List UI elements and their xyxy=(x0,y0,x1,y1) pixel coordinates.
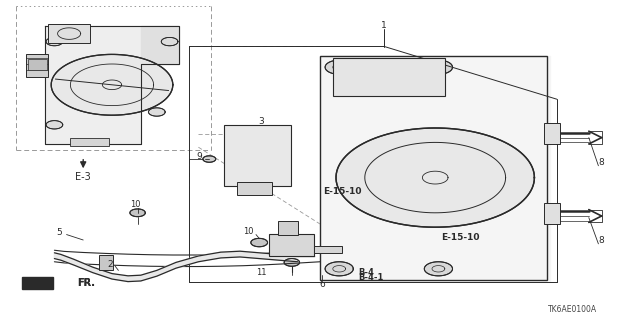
Polygon shape xyxy=(22,277,53,289)
Text: B-4: B-4 xyxy=(358,268,374,277)
Polygon shape xyxy=(61,254,74,265)
Polygon shape xyxy=(284,259,300,266)
Polygon shape xyxy=(161,37,178,46)
Polygon shape xyxy=(230,141,288,170)
Text: 10: 10 xyxy=(243,227,253,236)
Polygon shape xyxy=(130,209,145,217)
Polygon shape xyxy=(141,26,179,64)
Bar xyxy=(26,54,48,77)
Text: 1: 1 xyxy=(381,21,387,30)
Polygon shape xyxy=(157,262,176,276)
Bar xyxy=(544,203,560,224)
Text: 3: 3 xyxy=(259,117,264,126)
Polygon shape xyxy=(176,256,198,268)
Polygon shape xyxy=(336,128,534,227)
Text: FR.: FR. xyxy=(77,278,95,288)
Polygon shape xyxy=(26,13,198,147)
Polygon shape xyxy=(45,26,179,144)
Polygon shape xyxy=(46,37,63,46)
Polygon shape xyxy=(325,262,353,276)
Bar xyxy=(544,123,560,144)
Bar xyxy=(99,255,113,270)
Polygon shape xyxy=(54,253,61,260)
Text: E-15-10: E-15-10 xyxy=(323,187,362,196)
Text: 6: 6 xyxy=(319,280,324,289)
Text: E-3: E-3 xyxy=(76,172,91,182)
Bar xyxy=(224,125,291,186)
Polygon shape xyxy=(424,60,452,74)
Polygon shape xyxy=(198,252,221,262)
Polygon shape xyxy=(46,121,63,129)
Text: B-4-1: B-4-1 xyxy=(358,273,384,282)
Polygon shape xyxy=(148,108,165,116)
Polygon shape xyxy=(259,253,278,260)
Polygon shape xyxy=(221,251,240,258)
Polygon shape xyxy=(325,60,353,74)
Bar xyxy=(314,246,342,253)
Polygon shape xyxy=(320,56,550,282)
Bar xyxy=(320,56,547,280)
Text: 8: 8 xyxy=(599,158,604,167)
Polygon shape xyxy=(203,156,216,162)
Bar xyxy=(70,138,109,146)
Polygon shape xyxy=(128,275,141,282)
Polygon shape xyxy=(93,267,112,279)
Text: 11: 11 xyxy=(256,268,266,277)
Bar xyxy=(278,221,298,235)
Text: 2: 2 xyxy=(108,260,113,269)
Bar xyxy=(28,59,47,70)
Polygon shape xyxy=(251,238,268,247)
Polygon shape xyxy=(141,270,157,281)
Text: E-15-10: E-15-10 xyxy=(442,233,480,242)
Polygon shape xyxy=(240,251,259,259)
Bar xyxy=(48,24,90,43)
Text: TK6AE0100A: TK6AE0100A xyxy=(548,305,597,314)
Polygon shape xyxy=(424,262,452,276)
Bar xyxy=(237,182,272,195)
Polygon shape xyxy=(278,254,298,262)
Polygon shape xyxy=(74,259,93,273)
Bar xyxy=(333,58,445,96)
Text: FR.: FR. xyxy=(77,278,95,288)
Text: 8: 8 xyxy=(599,236,604,245)
Bar xyxy=(269,234,314,256)
Text: 10: 10 xyxy=(131,200,141,209)
Polygon shape xyxy=(112,274,128,282)
Polygon shape xyxy=(58,28,81,39)
Text: 5: 5 xyxy=(56,228,61,237)
Polygon shape xyxy=(51,54,173,115)
Text: 9: 9 xyxy=(197,152,202,161)
